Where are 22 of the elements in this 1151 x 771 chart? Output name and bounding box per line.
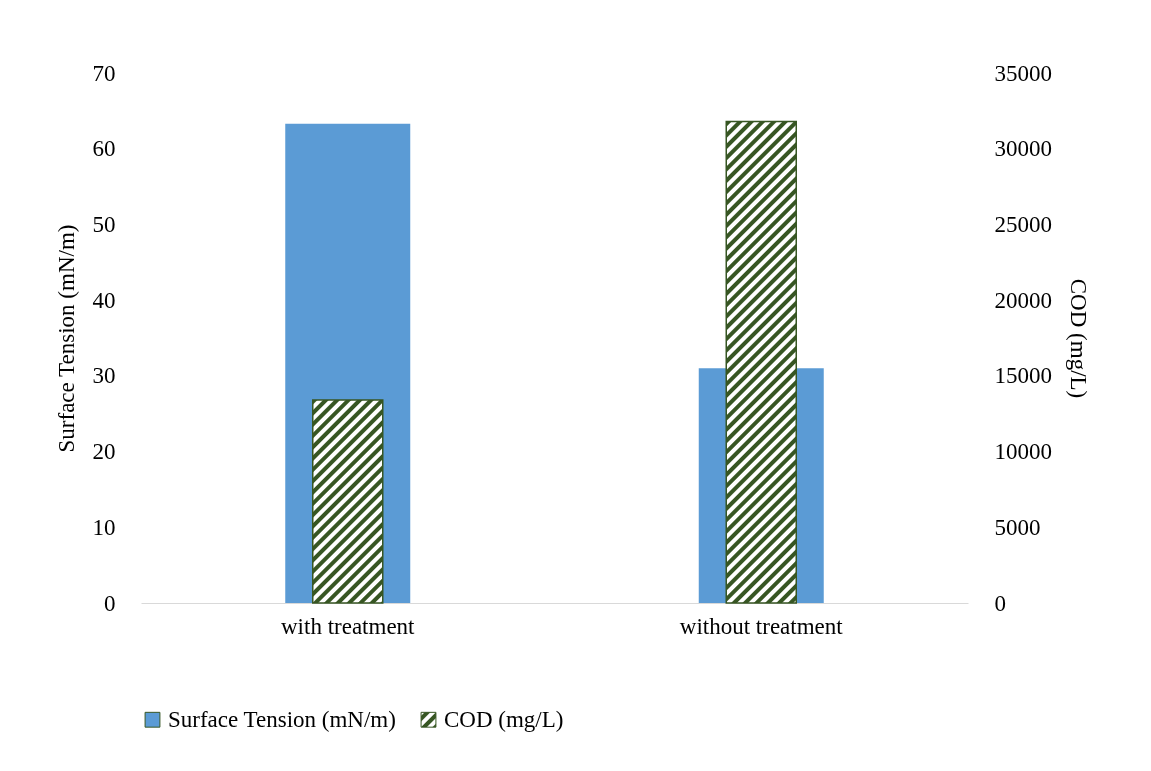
y-tick-label: 0 xyxy=(104,590,116,616)
y2-tick-label: 10000 xyxy=(994,439,1052,465)
legend-label: Surface Tension (mN/m) xyxy=(168,706,396,732)
y-tick-label: 50 xyxy=(92,211,116,237)
y2-tick-label: 30000 xyxy=(994,136,1052,162)
y2-tick-label: 20000 xyxy=(994,287,1052,313)
y-tick-label: 40 xyxy=(92,287,116,313)
y2-tick-label: 15000 xyxy=(994,363,1052,389)
y-axis-title: Surface Tension (mN/m) xyxy=(53,224,79,453)
y2-tick-label: 25000 xyxy=(994,211,1052,237)
y2-tick-label: 5000 xyxy=(994,514,1041,540)
y-tick-label: 70 xyxy=(92,60,116,86)
y2-axis-title: COD (mg/L) xyxy=(1066,278,1091,399)
x-tick-label: with treatment xyxy=(281,613,416,639)
y-tick-label: 10 xyxy=(92,514,116,540)
y2-tick-label: 35000 xyxy=(994,60,1052,86)
y2-tick-label: 0 xyxy=(994,590,1006,616)
legend-label: COD (mg/L) xyxy=(444,706,564,732)
y-tick-label: 30 xyxy=(92,363,116,389)
x-tick-label: without treatment xyxy=(679,613,844,639)
y-tick-label: 20 xyxy=(92,439,116,465)
y-tick-label: 60 xyxy=(92,136,116,162)
